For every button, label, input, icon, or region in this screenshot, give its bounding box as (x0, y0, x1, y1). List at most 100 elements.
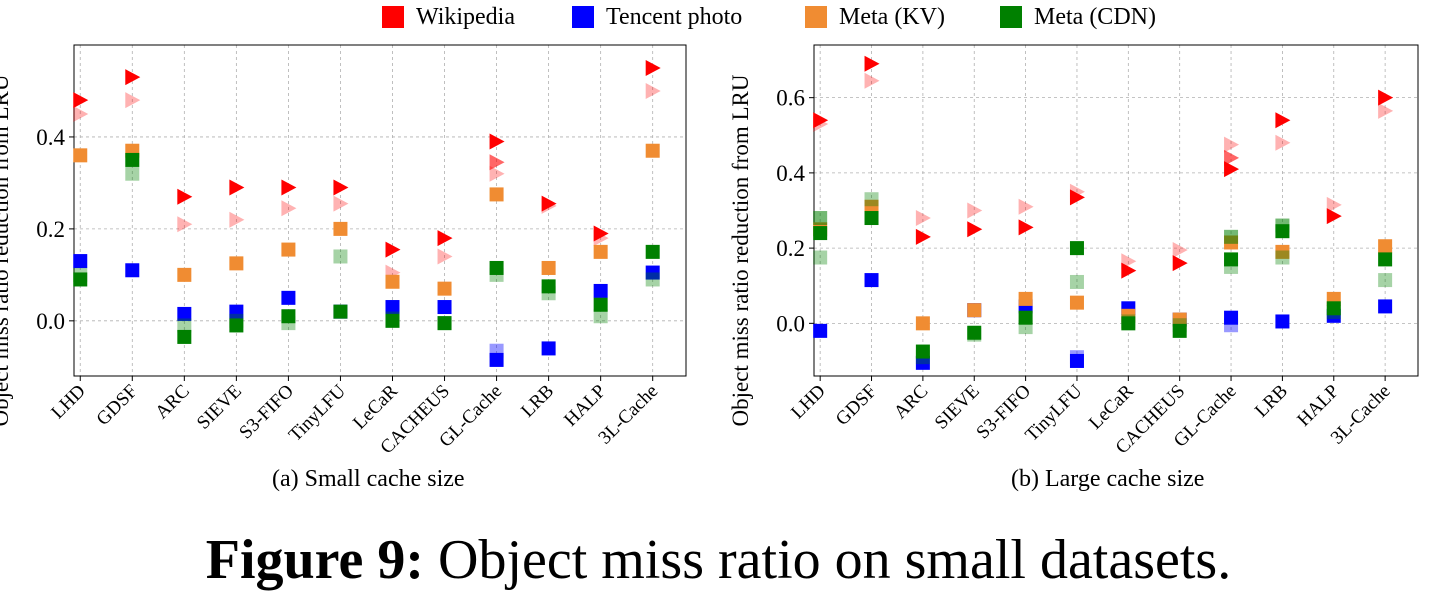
marker-wikipedia (281, 200, 297, 217)
marker-meta-cdn (915, 344, 930, 359)
legend-swatch-meta-kv (805, 6, 827, 28)
marker-wikipedia (489, 133, 505, 150)
marker-wikipedia (1224, 149, 1240, 166)
y-tick-label: 0.6 (776, 86, 805, 111)
marker-meta-cdn (967, 325, 982, 340)
marker-meta-kv (489, 187, 504, 202)
subcaption-small-cache: (a) Small cache size (272, 466, 465, 492)
marker-tencent-photo (437, 300, 452, 315)
legend-swatch-tencent-photo (572, 6, 594, 28)
marker-meta-cdn (177, 318, 192, 333)
marker-wikipedia (1326, 196, 1342, 213)
marker-wikipedia (1326, 208, 1342, 225)
marker-tencent-photo (125, 263, 140, 278)
marker-wikipedia (1172, 241, 1188, 258)
marker-meta-cdn (1018, 310, 1033, 325)
marker-wikipedia (125, 92, 141, 109)
marker-meta-cdn (1069, 241, 1084, 256)
marker-wikipedia (1378, 89, 1394, 106)
figure-caption: Figure 9: Object miss ratio on small dat… (0, 528, 1437, 592)
legend-swatch-wikipedia (382, 6, 404, 28)
legend-label-tencent-photo: Tencent photo (606, 3, 743, 30)
marker-meta-cdn (1121, 316, 1136, 331)
marker-meta-kv (541, 260, 556, 275)
marker-meta-kv (1378, 239, 1393, 254)
marker-meta-cdn (333, 304, 348, 319)
marker-meta-cdn (1172, 323, 1187, 338)
marker-meta-cdn (437, 316, 452, 331)
marker-tencent-photo (541, 341, 556, 356)
marker-meta-cdn (813, 226, 828, 241)
marker-wikipedia (645, 82, 661, 99)
marker-meta-kv (1275, 244, 1290, 259)
marker-meta-cdn (73, 272, 88, 287)
marker-meta-kv (73, 148, 88, 163)
marker-tencent-photo (489, 343, 504, 358)
marker-tencent-photo (1069, 350, 1084, 365)
legend-item-tencent-photo: Tencent photo (572, 4, 742, 30)
marker-meta-cdn (915, 350, 930, 365)
marker-meta-cdn (864, 211, 879, 226)
marker-meta-kv (967, 303, 982, 318)
marker-wikipedia (489, 165, 505, 182)
marker-wikipedia (177, 216, 193, 233)
marker-meta-cdn (489, 267, 504, 282)
marker-wikipedia (385, 241, 401, 258)
plot-frame (813, 44, 1419, 377)
marker-wikipedia (1121, 262, 1137, 279)
marker-tencent-photo (1378, 299, 1393, 314)
marker-meta-cdn (229, 313, 244, 328)
marker-meta-cdn (1275, 250, 1290, 265)
marker-wikipedia (1018, 198, 1034, 215)
y-tick-label: 0.4 (776, 161, 805, 186)
marker-meta-cdn (541, 279, 556, 294)
marker-wikipedia (813, 115, 829, 132)
plot-frame (73, 44, 687, 377)
y-axis-label: Object miss ratio reduction from LRU (728, 74, 753, 426)
marker-wikipedia (229, 211, 245, 228)
marker-wikipedia (73, 92, 89, 109)
marker-meta-cdn (1069, 274, 1084, 289)
marker-wikipedia (1224, 161, 1240, 178)
x-tick-label: ARC (890, 381, 932, 423)
marker-meta-cdn (489, 260, 504, 275)
legend-item-wikipedia: Wikipedia (382, 4, 515, 30)
marker-wikipedia (1275, 112, 1291, 129)
marker-wikipedia (1069, 189, 1085, 206)
marker-meta-cdn (1378, 252, 1393, 267)
marker-wikipedia (177, 188, 193, 205)
marker-meta-kv (864, 199, 879, 214)
y-tick-label: 0.0 (36, 309, 65, 334)
marker-tencent-photo (229, 304, 244, 319)
marker-wikipedia (437, 230, 453, 247)
marker-meta-kv (1018, 291, 1033, 306)
legend-item-meta-cdn: Meta (CDN) (1000, 4, 1156, 30)
marker-meta-cdn (967, 327, 982, 342)
marker-meta-cdn (73, 267, 88, 282)
marker-wikipedia (1378, 102, 1394, 119)
y-tick-label: 0.0 (776, 311, 805, 336)
x-tick-label: GDSF (832, 381, 881, 430)
marker-meta-cdn (1326, 301, 1341, 316)
marker-wikipedia (489, 154, 505, 171)
marker-meta-kv (1172, 312, 1187, 327)
marker-wikipedia (967, 202, 983, 219)
marker-meta-cdn (1275, 218, 1290, 233)
marker-meta-cdn (1121, 314, 1136, 329)
marker-meta-kv (229, 256, 244, 271)
marker-wikipedia (593, 225, 609, 242)
marker-wikipedia (437, 248, 453, 265)
marker-wikipedia (813, 112, 829, 129)
y-tick-label: 0.2 (776, 236, 805, 261)
subcaption-large-cache: (b) Large cache size (1011, 466, 1205, 492)
marker-meta-kv (1069, 295, 1084, 310)
marker-wikipedia (541, 195, 557, 212)
marker-meta-cdn (281, 309, 296, 324)
marker-tencent-photo (645, 265, 660, 280)
marker-wikipedia (1172, 255, 1188, 272)
y-tick-label: 0.4 (36, 125, 65, 150)
marker-tencent-photo (1224, 310, 1239, 325)
marker-meta-cdn (1224, 252, 1239, 267)
marker-tencent-photo (593, 283, 608, 298)
marker-meta-kv (437, 281, 452, 296)
